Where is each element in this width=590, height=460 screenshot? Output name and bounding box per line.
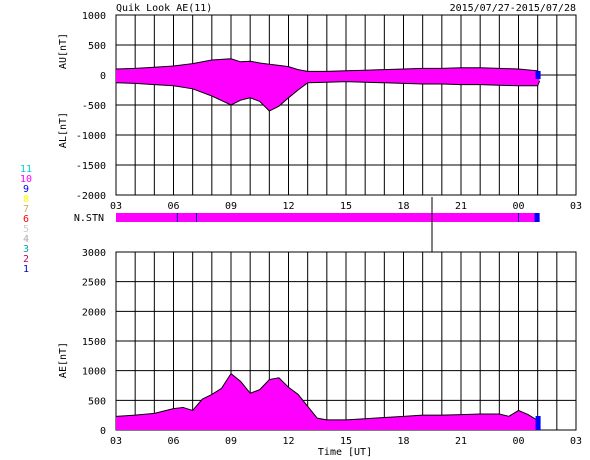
au-al-x-tick-label: 21	[455, 201, 467, 212]
ae-y-tick-label: 3000	[82, 248, 106, 259]
al-area	[116, 75, 540, 111]
ae-x-tick-label: 21	[455, 436, 467, 447]
au-trace	[115, 58, 540, 74]
au-al-y-tick-label: 1000	[82, 11, 106, 22]
ae-y-tick-label: 0	[100, 426, 106, 437]
ae-y-tick-label: 1000	[82, 367, 106, 378]
au-al-panel: 1000 500 0 -500 -1000 -1500 -2000 03 06 09 12 15 18…	[58, 11, 582, 212]
au-al-y-tick-label: -1500	[76, 161, 106, 172]
au-al-x-tick-label: 09	[225, 201, 237, 212]
au-al-grid	[115, 14, 577, 196]
au-al-series	[115, 58, 576, 112]
au-al-x-tick-label: 15	[340, 201, 352, 212]
al-trace	[115, 80, 541, 112]
station-legend-item: 9	[23, 184, 29, 195]
ae-x-tick-label: 09	[225, 436, 237, 447]
au-al-x-tick-labels: 03 06 09 12 15 18 21 00 03	[110, 201, 582, 212]
au-al-y-tick-label: -500	[82, 101, 106, 112]
ae-x-tick-label: 03	[570, 436, 582, 447]
station-count-end-marker	[534, 213, 540, 222]
au-al-x-tick-label: 18	[397, 201, 409, 212]
station-count-boundaries	[176, 213, 519, 222]
ae-grid	[115, 251, 577, 431]
chart-title: Quik Look AE(11)	[116, 3, 212, 14]
station-legend-item: 8	[23, 194, 29, 205]
ae-y-tick-label: 2500	[82, 278, 106, 289]
station-legend-item: 5	[23, 224, 29, 235]
ae-axis-label: AE[nT]	[58, 342, 69, 378]
au-al-y-tick-label: 0	[100, 71, 106, 82]
au-al-x-tick-label: 03	[570, 201, 582, 212]
station-legend-item: 1	[23, 264, 29, 275]
ae-x-tick-label: 00	[512, 436, 524, 447]
au-al-end-marker	[535, 71, 541, 79]
ae-trace	[115, 372, 541, 426]
ae-x-tick-labels: 03 06 09 12 15 18 21 00 03	[110, 436, 582, 447]
ae-y-tick-labels: 3000 2500 2000 1500 1000 500 0	[82, 248, 106, 437]
station-legend-item: 11	[20, 164, 32, 175]
ae-x-tick-label: 15	[340, 436, 352, 447]
ae-x-tick-label: 03	[110, 436, 122, 447]
station-count-label: N.STN	[74, 213, 104, 224]
station-legend-item: 7	[23, 204, 29, 215]
ae-x-tick-label: 12	[282, 436, 294, 447]
date-range: 2015/07/27-2015/07/28	[450, 3, 576, 14]
au-al-y-tick-label: -1000	[76, 131, 106, 142]
au-al-y-tick-labels: 1000 500 0 -500 -1000 -1500 -2000	[76, 11, 106, 202]
au-area	[116, 58, 540, 75]
station-count-panel: N.STN	[74, 213, 540, 224]
au-al-x-tick-label: 06	[167, 201, 179, 212]
ae-y-tick-label: 500	[88, 396, 106, 407]
ae-y-tick-label: 1500	[82, 337, 106, 348]
time-axis-label: Time [UT]	[318, 447, 372, 458]
au-al-y-tick-label: -2000	[76, 191, 106, 202]
au-axis-label: AU[nT]	[58, 33, 69, 69]
al-axis-label: AL[nT]	[58, 112, 69, 148]
ae-x-tick-label: 18	[397, 436, 409, 447]
ae-y-tick-label: 2000	[82, 307, 106, 318]
station-legend-item: 6	[23, 214, 29, 225]
au-al-x-tick-label: 00	[512, 201, 524, 212]
station-legend-item: 4	[23, 234, 29, 245]
au-al-x-tick-label: 03	[110, 201, 122, 212]
ae-series	[115, 372, 541, 430]
ae-x-tick-label: 06	[167, 436, 179, 447]
station-legend-item: 2	[23, 254, 29, 265]
ae-end-marker	[535, 416, 541, 430]
au-al-y-tick-label: 500	[88, 41, 106, 52]
au-al-x-tick-label: 12	[282, 201, 294, 212]
station-count-bar	[116, 213, 540, 222]
station-legend-item: 10	[20, 174, 32, 185]
ae-area	[116, 373, 540, 430]
station-legend-item: 3	[23, 244, 29, 255]
